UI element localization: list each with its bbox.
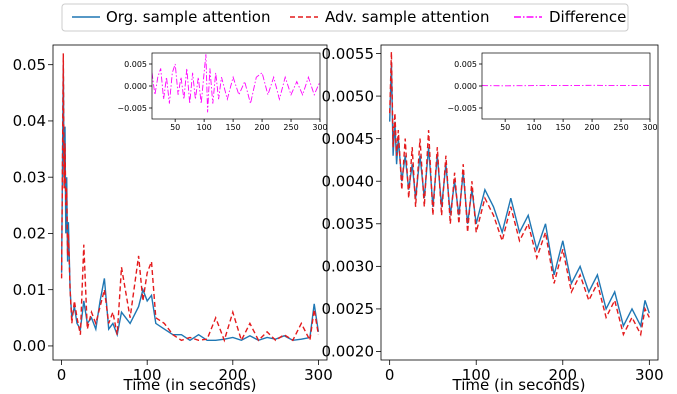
left-chart-ytick-label: 0.01 <box>13 281 46 299</box>
right-inset: 50 100 150 200 250 300 −0.005 0.000 0.005 <box>447 53 657 132</box>
legend-label-diff: Difference <box>549 8 626 26</box>
left-chart: 0 100 200 300 0.00 0.01 0.02 0.03 0.04 0.05 Time … <box>13 45 333 394</box>
right-chart-ytick-label: 0.0035 <box>322 215 375 233</box>
right-chart-ytick-label: 0.0050 <box>322 87 375 105</box>
right-inset-xtick-label: 300 <box>642 123 657 132</box>
left-inset-xtick-label: 200 <box>254 123 269 132</box>
right-inset-ytick-label: 0.005 <box>454 60 477 69</box>
left-chart-ytick-label: 0.03 <box>13 168 46 186</box>
right-inset-xtick-label: 50 <box>500 123 510 132</box>
right-chart-ytick-label: 0.0045 <box>322 130 375 148</box>
right-inset-series <box>482 85 650 86</box>
right-chart-xlabel: Time (in seconds) <box>452 376 586 394</box>
left-chart-ytick-label: 0.05 <box>13 56 46 74</box>
right-inset-xtick-label: 150 <box>555 123 570 132</box>
left-chart-ytick-label: 0.02 <box>13 225 46 243</box>
right-chart-xtick-label: 300 <box>635 366 664 384</box>
right-chart-ytick-label: 0.0055 <box>322 45 375 63</box>
right-chart-ytick-label: 0.0030 <box>322 258 375 276</box>
left-chart-xlabel: Time (in seconds) <box>123 376 257 394</box>
left-inset-xtick-label: 150 <box>225 123 240 132</box>
left-chart-xtick-label: 300 <box>304 366 333 384</box>
legend-label-adv: Adv. sample attention <box>325 8 490 26</box>
right-inset-xtick-label: 100 <box>526 123 541 132</box>
left-chart-xtick-label: 0 <box>57 366 67 384</box>
right-inset-ytick-label: −0.005 <box>447 104 477 113</box>
right-chart: 0 100 200 300 0.0020 0.0025 0.0030 0.0035 0.0040… <box>322 45 664 394</box>
right-inset-ytick-label: 0.000 <box>454 82 477 91</box>
left-chart-ytick-label: 0.04 <box>13 112 46 130</box>
right-inset-series-difference-line <box>482 85 650 86</box>
left-inset-bg <box>152 53 320 119</box>
right-inset-xtick-label: 250 <box>613 123 628 132</box>
left-inset-ytick-label: −0.005 <box>117 104 147 113</box>
right-inset-xtick-label: 200 <box>584 123 599 132</box>
right-chart-ytick-label: 0.0040 <box>322 172 375 190</box>
left-inset-ytick-label: 0.005 <box>124 60 147 69</box>
legend: Org. sample attention Adv. sample attent… <box>62 4 628 31</box>
left-inset-xtick-label: 250 <box>283 123 298 132</box>
left-inset-xtick-label: 100 <box>196 123 211 132</box>
right-chart-ytick-label: 0.0020 <box>322 343 375 361</box>
legend-label-org: Org. sample attention <box>106 8 271 26</box>
right-chart-xtick-label: 0 <box>385 366 395 384</box>
left-inset-ytick-label: 0.000 <box>124 82 147 91</box>
left-inset-xtick-label: 50 <box>170 123 180 132</box>
left-chart-ytick-label: 0.00 <box>13 337 46 355</box>
right-chart-ytick-label: 0.0025 <box>322 300 375 318</box>
